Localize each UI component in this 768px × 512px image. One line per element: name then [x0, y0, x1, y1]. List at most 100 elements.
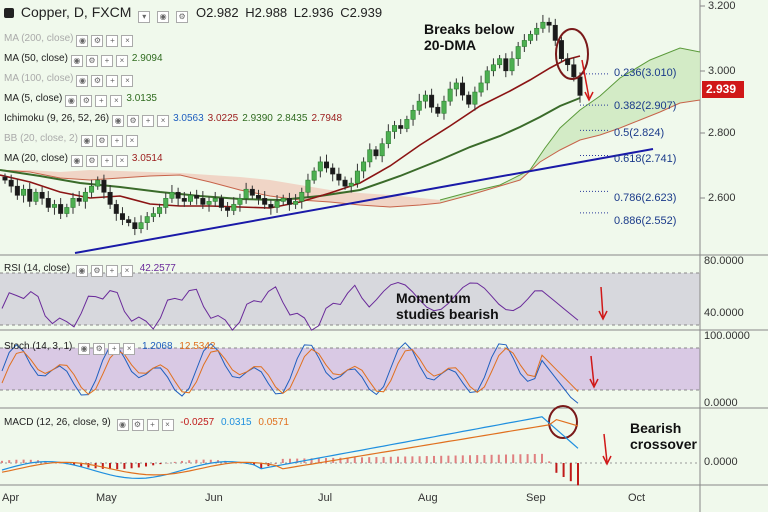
indicator-value: 3.0514: [131, 153, 163, 164]
settings-icon[interactable]: ⚙: [85, 55, 98, 67]
macd-bar: [281, 458, 284, 463]
candle-body: [342, 179, 348, 187]
settings-icon[interactable]: ⚙: [131, 419, 144, 431]
settings-icon[interactable]: ⚙: [91, 35, 104, 47]
eye-icon[interactable]: ◉: [80, 135, 93, 147]
indicator-label-3[interactable]: MA (5, close) ◉ ⚙ + × 3.0135: [4, 93, 157, 107]
macd-bar: [58, 462, 61, 464]
add-icon[interactable]: +: [106, 35, 119, 47]
indicator-label-4[interactable]: Ichimoku (9, 26, 52, 26) ◉ ⚙ + × 3.0563 3.0225…: [4, 113, 343, 127]
add-icon[interactable]: +: [142, 115, 155, 127]
candle-body: [157, 207, 163, 214]
indicator-label-1[interactable]: MA (50, close) ◉ ⚙ + × 2.9094: [4, 53, 163, 67]
close-icon[interactable]: ×: [161, 419, 174, 431]
close-icon[interactable]: ×: [121, 75, 134, 87]
candle-body: [466, 94, 472, 105]
candle-body: [64, 207, 70, 214]
candle-body: [534, 27, 540, 35]
indicator-label-6[interactable]: MA (20, close) ◉ ⚙ + × 3.0514: [4, 153, 163, 167]
fib-label-05: 0.5(2.824): [614, 127, 665, 139]
close-icon[interactable]: ×: [115, 155, 128, 167]
add-icon[interactable]: +: [100, 155, 113, 167]
eye-icon[interactable]: ◉: [112, 115, 125, 127]
macd-hist-value: -0.0257: [180, 417, 215, 428]
macd-bar: [73, 463, 75, 466]
macd-bar: [101, 463, 104, 469]
eye-icon[interactable]: ◉: [78, 343, 91, 355]
indicator-label-5[interactable]: BB (20, close, 2) ◉ ⚙ + ×: [4, 132, 138, 147]
macd-bar: [411, 456, 414, 463]
breakdown-circle: [555, 28, 589, 80]
macd-bar: [555, 463, 558, 473]
close-icon[interactable]: ×: [123, 343, 136, 355]
annotation-momentum: Momentum studies bearish: [396, 290, 499, 322]
candle-body: [410, 109, 416, 120]
macd-bar: [577, 463, 579, 486]
candle-body: [119, 213, 125, 220]
close-icon[interactable]: ×: [157, 115, 170, 127]
symbol-name[interactable]: Copper, D, FXCM: [20, 4, 132, 20]
add-icon[interactable]: +: [106, 75, 119, 87]
close-icon[interactable]: ×: [110, 95, 123, 107]
settings-icon[interactable]: ⚙: [176, 11, 189, 23]
candle-body: [497, 58, 503, 66]
settings-icon[interactable]: ⚙: [95, 135, 108, 147]
candle-body: [293, 201, 299, 205]
macd-bar: [569, 463, 572, 482]
eye-icon[interactable]: ◉: [70, 55, 83, 67]
fib-label-0786: 0.786(2.623): [614, 192, 677, 204]
candle-body: [299, 191, 305, 202]
macd-bar: [440, 455, 443, 463]
candle-body: [490, 64, 496, 72]
candle-body: [249, 188, 255, 196]
eye-icon[interactable]: ◉: [157, 11, 170, 23]
expand-icon[interactable]: [4, 8, 14, 18]
time-tick-oct: Oct: [628, 492, 646, 504]
eye-icon[interactable]: ◉: [116, 419, 129, 431]
indicator-value: 2.8435: [276, 113, 308, 124]
add-icon[interactable]: +: [105, 265, 118, 277]
close-icon[interactable]: ×: [115, 55, 128, 67]
macd-bar: [353, 457, 356, 463]
eye-icon[interactable]: ◉: [76, 75, 89, 87]
eye-icon[interactable]: ◉: [70, 155, 83, 167]
symbol-dropdown-icon[interactable]: ▾: [138, 11, 151, 23]
add-icon[interactable]: +: [110, 135, 123, 147]
macd-histogram: [1, 453, 579, 486]
macd-bar: [8, 460, 11, 463]
settings-icon[interactable]: ⚙: [127, 115, 140, 127]
fib-label-0618: 0.618(2.741): [614, 153, 677, 165]
eye-icon[interactable]: ◉: [76, 35, 89, 47]
settings-icon[interactable]: ⚙: [90, 265, 103, 277]
candle-body: [552, 24, 558, 41]
close-icon[interactable]: ×: [125, 135, 138, 147]
candle-body: [521, 40, 527, 47]
eye-icon[interactable]: ◉: [75, 265, 88, 277]
add-icon[interactable]: +: [100, 55, 113, 67]
open-value: 2.982: [206, 5, 239, 20]
candle-body: [472, 91, 478, 105]
settings-icon[interactable]: ⚙: [93, 343, 106, 355]
candle-body: [2, 176, 8, 181]
candle-body: [45, 198, 51, 208]
add-icon[interactable]: +: [146, 419, 159, 431]
candle-body: [175, 191, 181, 199]
candle-body: [163, 198, 169, 208]
settings-icon[interactable]: ⚙: [85, 155, 98, 167]
eye-icon[interactable]: ◉: [65, 95, 78, 107]
indicator-label-0[interactable]: MA (200, close) ◉ ⚙ + ×: [4, 32, 134, 47]
candle-body: [280, 198, 286, 202]
indicator-value: 3.0135: [126, 93, 157, 104]
close-icon[interactable]: ×: [121, 35, 134, 47]
add-icon[interactable]: +: [108, 343, 121, 355]
stoch-tick-100: 100.0000: [704, 330, 750, 342]
settings-icon[interactable]: ⚙: [91, 75, 104, 87]
candle-body: [422, 94, 428, 102]
add-icon[interactable]: +: [95, 95, 108, 107]
close-icon[interactable]: ×: [120, 265, 133, 277]
low-value: 2.936: [301, 5, 334, 20]
indicator-label-2[interactable]: MA (100, close) ◉ ⚙ + ×: [4, 72, 134, 87]
candle-body: [126, 219, 132, 223]
settings-icon[interactable]: ⚙: [80, 95, 93, 107]
candle-body: [150, 213, 156, 217]
